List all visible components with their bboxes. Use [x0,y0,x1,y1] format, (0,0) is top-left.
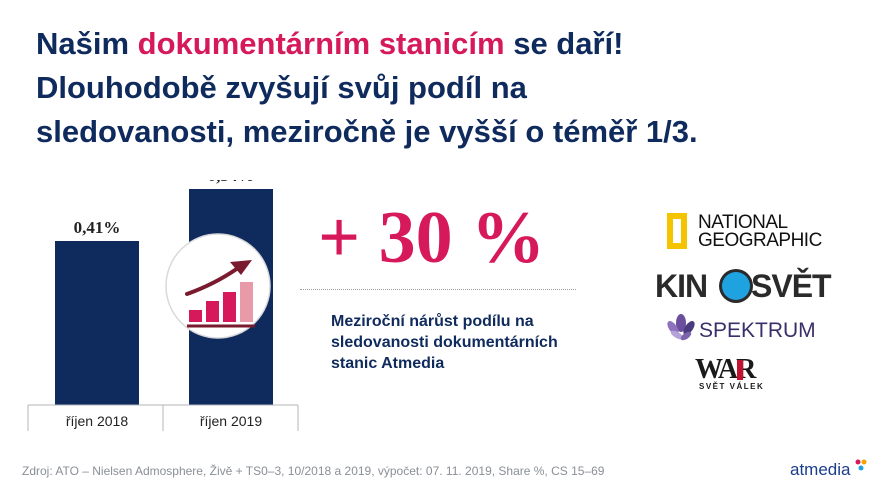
kinosvet-left: KIN [655,268,708,304]
war-logo: WAR SVĚT VÁLEK [693,356,793,396]
circle-icon [722,272,750,300]
title-part1: Našim [36,26,138,61]
title-line2: Dlouhodobě zvyšují svůj podíl na [36,70,527,105]
red-stroke-icon [737,360,743,380]
kinosvet-right: SVĚT [751,268,832,304]
source-note: Zdroj: ATO – Nielsen Admosphere, Živě + … [22,464,605,478]
growth-percentage: + 30 % [318,197,546,279]
national-geographic-logo: NATIONAL GEOGRAPHIC [667,213,827,257]
war-text: WAR [695,354,756,385]
bar-1 [55,241,139,405]
divider [300,289,576,290]
flower-icon [667,314,695,341]
kinosvet-logo: KIN SVĚT [655,268,832,306]
growth-description: Meziroční nárůst podílu na sledovanosti … [331,313,558,372]
natgeo-line2: GEOGRAPHIC [698,230,822,251]
spektrum-logo: SPEKTRUM [665,313,825,347]
brand-dots-icon [855,459,867,471]
natgeo-line1: NATIONAL [698,212,788,233]
bar-chart: 0,41% říjen 2018 0,54% říjen 2019 [27,180,299,431]
title-accent: dokumentárním stanicím [137,26,505,61]
category-label: říjen 2018 [66,413,128,429]
category-label: říjen 2019 [200,413,262,429]
war-subtitle: SVĚT VÁLEK [699,382,765,391]
brand-logo: atmedia [790,460,851,479]
growth-chart-icon [165,233,271,339]
title-part2: se daří! [504,26,624,61]
title-line3: sledovanosti, meziročně je vyšší o téměř… [36,114,698,149]
yellow-frame-icon [667,213,687,249]
bar-value-label: 0,54% [208,180,255,185]
page-title: Našim dokumentárním stanicím se daří! Dl… [36,22,866,154]
spektrum-text: SPEKTRUM [699,319,816,342]
bar-value-label: 0,41% [74,218,121,237]
